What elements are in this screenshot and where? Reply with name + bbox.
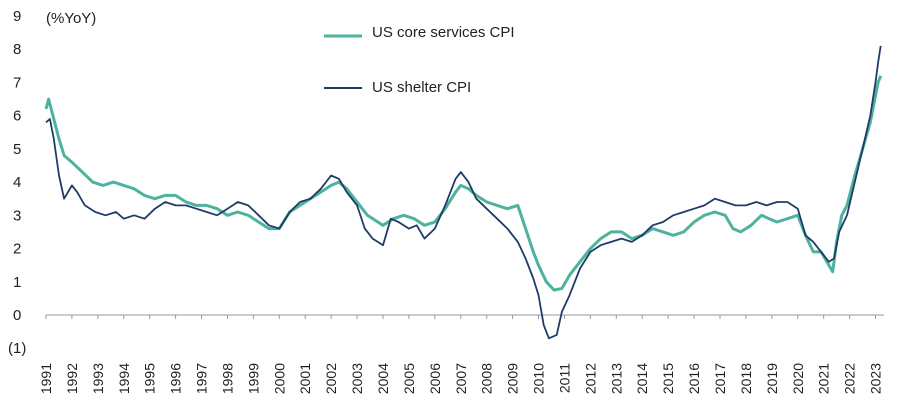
y-tick-label: 7 — [13, 74, 21, 91]
y-tick-label: 5 — [13, 141, 21, 158]
x-tick-label: 2016 — [686, 363, 702, 394]
x-tick-label: 1991 — [38, 363, 54, 394]
series-lines — [44, 45, 883, 340]
x-tick-label: 1998 — [219, 363, 235, 394]
x-tick-label: 2022 — [842, 363, 858, 394]
y-axis-unit-label: (%YoY) — [46, 10, 96, 27]
x-tick-label: 1993 — [90, 363, 106, 394]
y-tick-label: 6 — [13, 108, 21, 125]
x-tick-label: 2012 — [582, 363, 598, 394]
x-tick-label: 2011 — [556, 363, 572, 393]
y-tick-label: (1) — [8, 340, 26, 357]
x-tick-label: 2002 — [323, 363, 339, 394]
y-tick-label: 3 — [13, 207, 21, 224]
x-tick-label: 2008 — [479, 363, 495, 394]
x-tick-label: 2014 — [634, 363, 650, 394]
x-tick-label: 2003 — [349, 363, 365, 394]
x-tick-label: 1995 — [142, 363, 158, 394]
x-tick-label: 2023 — [868, 363, 884, 394]
y-tick-label: 2 — [13, 241, 21, 258]
legend-label-core-services: US core services CPI — [372, 24, 515, 41]
y-tick-label: 8 — [13, 41, 21, 58]
legend: US core services CPI US shelter CPI — [324, 24, 515, 96]
x-tick-label: 2013 — [608, 363, 624, 394]
y-axis-ticks: 9 8 7 6 5 4 3 2 1 0 (1) — [8, 8, 26, 357]
x-tick-label: 2009 — [505, 363, 521, 394]
x-tick-label: 2020 — [790, 363, 806, 394]
x-tick-label: 1992 — [64, 363, 80, 394]
x-tick-label: 2007 — [453, 363, 469, 394]
x-tick-label: 2017 — [712, 363, 728, 394]
y-tick-label: 1 — [13, 274, 21, 291]
x-tick-label: 2006 — [427, 363, 443, 394]
x-tick-label: 2015 — [660, 363, 676, 394]
x-tick-label: 2000 — [271, 363, 287, 394]
x-tick-label: 2019 — [764, 363, 780, 394]
x-tick-label: 2005 — [401, 363, 417, 394]
x-axis-ticks: 1991 1992 1993 1994 1995 1996 1997 1998 1999 2000… — [38, 314, 884, 394]
x-tick-label: 2010 — [531, 363, 547, 394]
x-tick-label: 1997 — [194, 363, 210, 394]
y-tick-label: 9 — [13, 8, 21, 25]
x-tick-label: 2018 — [738, 363, 754, 394]
x-tick-label: 1996 — [168, 363, 184, 394]
x-tick-label: 2004 — [375, 363, 391, 394]
series-line-core-services — [44, 75, 883, 292]
y-tick-label: 0 — [13, 307, 21, 324]
x-tick-label: 2001 — [297, 363, 313, 394]
legend-label-shelter: US shelter CPI — [372, 79, 471, 96]
x-tick-label: 1999 — [245, 363, 261, 394]
x-tick-label: 2021 — [816, 363, 832, 394]
series-line-shelter — [45, 45, 882, 340]
x-tick-label: 1994 — [116, 363, 132, 394]
y-tick-label: 4 — [13, 174, 21, 191]
